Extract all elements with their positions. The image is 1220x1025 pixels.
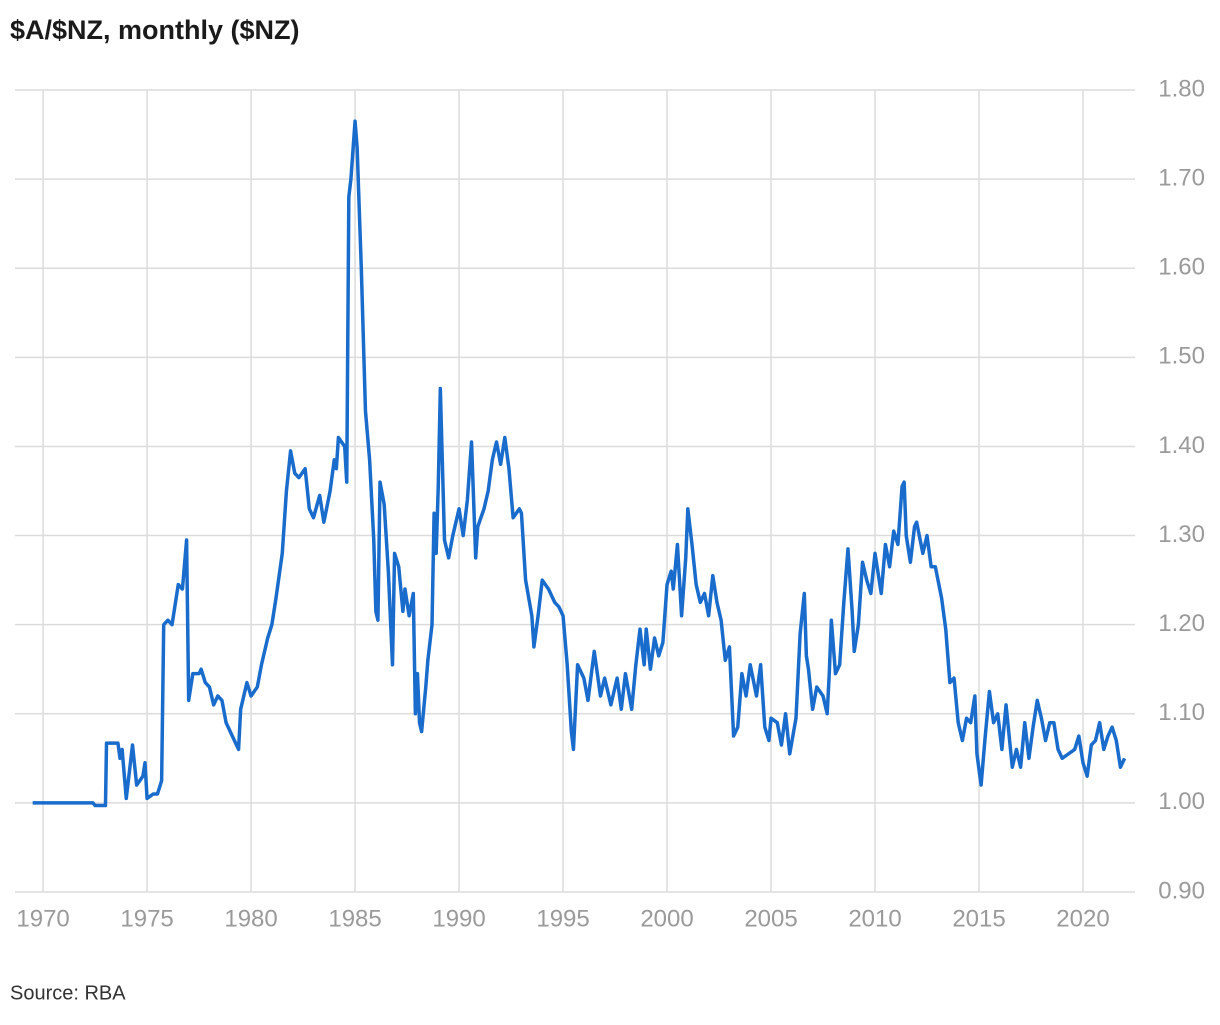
y-tick-label: 1.30: [1158, 521, 1205, 548]
y-tick-label: 1.10: [1158, 699, 1205, 726]
x-tick-label: 2000: [640, 905, 693, 932]
source-note: Source: RBA: [10, 982, 126, 1004]
y-tick-label: 1.00: [1158, 788, 1205, 815]
x-tick-label: 2010: [848, 905, 901, 932]
data-line: [32, 119, 1127, 808]
x-tick-label: 2015: [952, 905, 1005, 932]
y-tick-label: 1.20: [1158, 610, 1205, 637]
y-tick-label: 1.70: [1158, 164, 1205, 191]
y-tick-label: 1.80: [1158, 75, 1205, 102]
x-tick-label: 1975: [120, 905, 173, 932]
y-tick-label: 1.60: [1158, 254, 1205, 281]
y-tick-label: 0.90: [1158, 877, 1205, 904]
x-tick-label: 1995: [536, 905, 589, 932]
x-tick-label: 1985: [328, 905, 381, 932]
x-tick-label: 2005: [744, 905, 797, 932]
chart-title: $A/$NZ, monthly ($NZ): [10, 15, 300, 45]
x-tick-label: 2020: [1056, 905, 1109, 932]
x-tick-label: 1970: [16, 905, 69, 932]
x-tick-label: 1980: [224, 905, 277, 932]
y-tick-label: 1.50: [1158, 343, 1205, 370]
x-tick-label: 1990: [432, 905, 485, 932]
y-tick-label: 1.40: [1158, 432, 1205, 459]
